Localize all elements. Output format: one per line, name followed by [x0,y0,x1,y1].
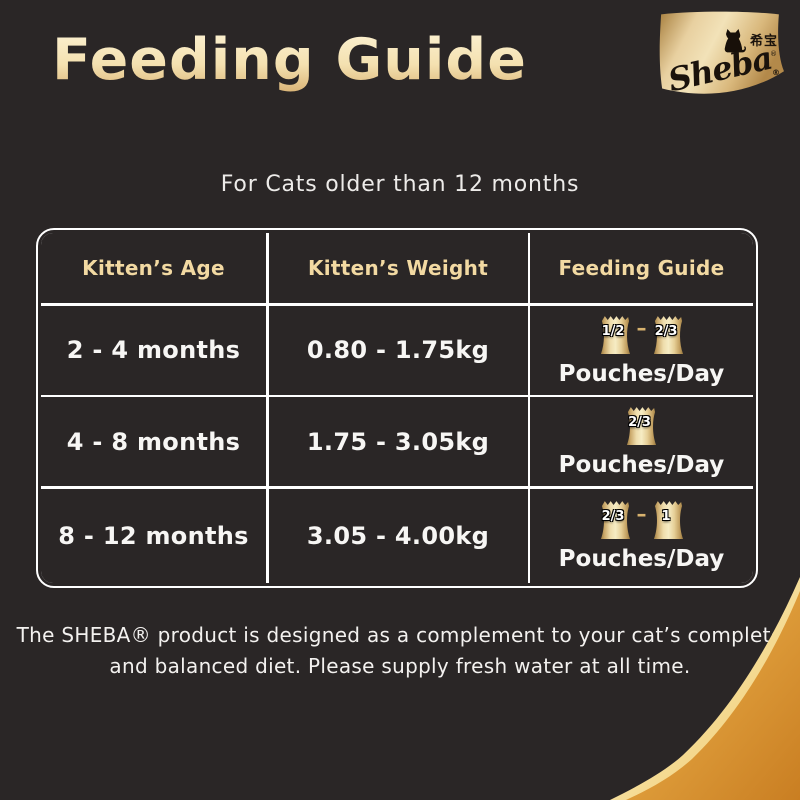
footer-line-2: and balanced diet. Please supply fresh w… [109,654,691,678]
header-kittens-age: Kitten’s Age [41,233,266,303]
feeding-cell-row2: 2/3 Pouches/Day [530,397,753,486]
range-dash: – [636,316,647,340]
header-feeding-guide: Feeding Guide [530,233,753,303]
weight-cell-row3: 3.05 - 4.00kg [268,488,528,583]
pouch-icon: 2/3 [599,499,632,542]
pouch-fraction: 1 [661,509,671,524]
registered-mark: ® [772,68,780,77]
feeding-table: Kitten’s Age Kitten’s Weight Feeding Gui… [36,228,758,588]
pouch-icon: 1 [652,499,685,542]
age-cell-row1: 2 - 4 months [41,305,266,395]
pouch-fraction: 2/3 [628,415,651,430]
subtitle: For Cats older than 12 months [220,172,580,197]
pouch-icon: 2/3 [625,405,658,448]
weight-cell-row1: 0.80 - 1.75kg [268,305,528,395]
range-dash: – [636,501,647,526]
gold-banner-shape [659,11,784,94]
brand-chinese-name: 希宝 [750,34,779,49]
cat-silhouette-icon [724,29,746,53]
footer-line-1: The SHEBA® product is designed as a comp… [16,623,784,647]
pouches-per-day-label: Pouches/Day [558,546,725,572]
header-kittens-weight: Kitten’s Weight [268,233,528,303]
pouches-per-day-label: Pouches/Day [558,360,725,387]
feeding-cell-row1: 1/2 – 2/3 Pouches/Day [530,305,753,395]
page-title: Feeding Guide [52,27,527,93]
pouches-per-day-label: Pouches/Day [558,452,725,478]
feeding-cell-row3: 2/3 – 1 Pouches/Day [530,488,753,583]
pouch-fraction: 2/3 [601,509,625,524]
footer-note: The SHEBA® product is designed as a comp… [0,620,800,682]
weight-cell-row2: 1.75 - 3.05kg [268,397,528,486]
registered-mark-small: ® [770,50,777,58]
pouch-icon: 2/3 [652,314,685,357]
pouch-fraction: 2/3 [654,323,678,339]
pouch-icon: 1/2 [599,314,632,357]
pouch-fraction: 1/2 [601,323,625,339]
age-cell-row3: 8 - 12 months [41,488,266,583]
age-cell-row2: 4 - 8 months [41,397,266,486]
gold-swoosh-decoration [610,577,800,800]
sheba-brand-logo: Sheba ® 希宝 ® [654,10,786,106]
